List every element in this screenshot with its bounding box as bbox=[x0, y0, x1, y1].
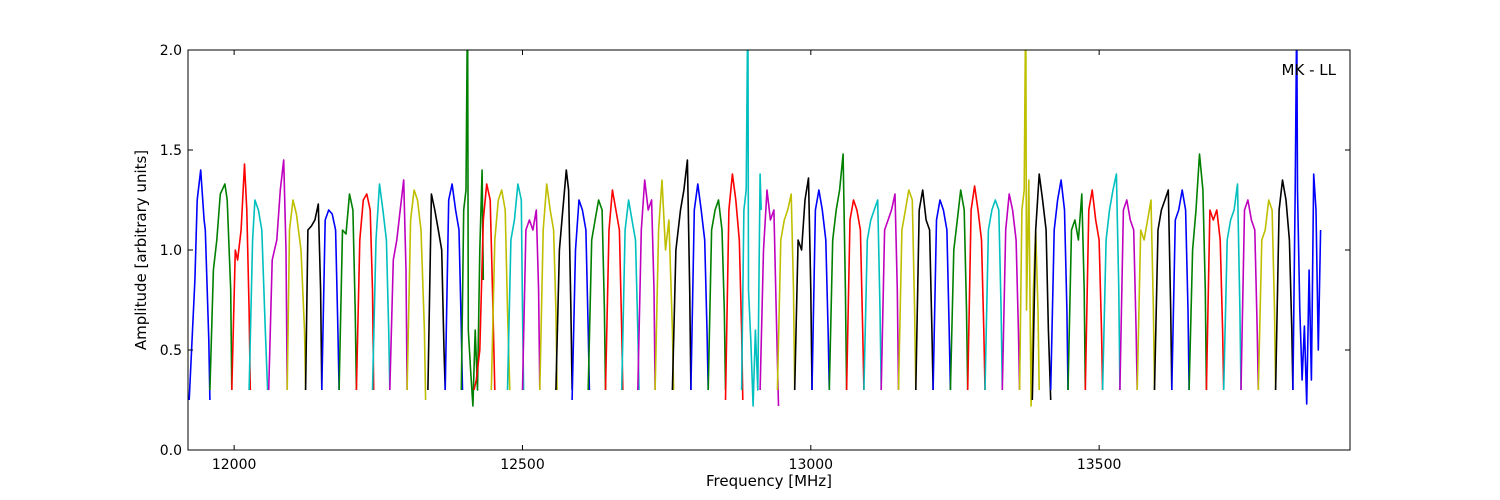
series-line-39 bbox=[863, 199, 882, 391]
x-axis: 12000 12500 13000 13500 bbox=[212, 50, 1122, 473]
y-tick-label: 1.0 bbox=[160, 243, 182, 259]
y-tick-label: 2.0 bbox=[160, 43, 182, 59]
series-line-51 bbox=[1067, 193, 1087, 391]
series-line-28 bbox=[671, 159, 692, 391]
series-line-56 bbox=[1153, 189, 1173, 391]
series-line-20 bbox=[539, 183, 558, 391]
series-line-11 bbox=[389, 179, 408, 391]
series-line-16 bbox=[473, 183, 496, 391]
series-line-33 bbox=[759, 189, 780, 407]
series-line-47 bbox=[1001, 193, 1021, 391]
series-line-54 bbox=[1119, 199, 1138, 391]
series-line-26 bbox=[637, 179, 656, 391]
series-line-35 bbox=[793, 177, 813, 391]
series-line-57 bbox=[1171, 189, 1190, 391]
plot-background bbox=[188, 50, 1350, 450]
series-line-45 bbox=[966, 185, 986, 391]
x-tick-label: 13000 bbox=[789, 457, 834, 473]
y-tick-label: 0.5 bbox=[160, 343, 182, 359]
series-line-21 bbox=[555, 169, 573, 391]
series-line-32 bbox=[740, 50, 762, 407]
series-line-27 bbox=[654, 179, 675, 391]
y-tick-label: 0.0 bbox=[160, 443, 182, 459]
series-line-52 bbox=[1084, 189, 1104, 391]
series-line-64 bbox=[1292, 50, 1322, 405]
series-line-37 bbox=[828, 153, 848, 391]
series-line-7 bbox=[321, 209, 340, 391]
series-line-62 bbox=[1257, 199, 1277, 391]
series-line-9 bbox=[355, 193, 375, 391]
series-line-61 bbox=[1240, 199, 1260, 391]
series-layer bbox=[188, 50, 1322, 407]
y-tick-label: 1.5 bbox=[160, 143, 182, 159]
series-line-60 bbox=[1222, 183, 1242, 391]
series-line-1 bbox=[209, 183, 233, 391]
series-line-58 bbox=[1188, 153, 1208, 391]
series-line-13 bbox=[427, 193, 446, 391]
x-tick-label: 13500 bbox=[1077, 457, 1122, 473]
series-line-43 bbox=[932, 199, 952, 391]
series-line-46 bbox=[984, 199, 1004, 391]
series-line-24 bbox=[604, 189, 624, 391]
series-line-55 bbox=[1136, 199, 1156, 391]
series-line-23 bbox=[587, 199, 607, 391]
series-line-18 bbox=[506, 183, 525, 391]
series-line-63 bbox=[1274, 179, 1294, 391]
series-line-17 bbox=[490, 189, 511, 391]
series-line-2 bbox=[231, 163, 252, 391]
series-line-19 bbox=[521, 209, 541, 391]
series-line-34 bbox=[776, 193, 796, 391]
x-tick-label: 12500 bbox=[500, 457, 545, 473]
series-line-59 bbox=[1205, 209, 1225, 391]
series-line-5 bbox=[286, 199, 307, 391]
series-line-40 bbox=[880, 193, 900, 391]
series-line-49 bbox=[1031, 173, 1052, 401]
series-line-3 bbox=[248, 199, 269, 391]
series-line-41 bbox=[897, 189, 917, 391]
series-line-0 bbox=[188, 169, 211, 401]
series-line-25 bbox=[620, 199, 640, 391]
y-axis-title: Amplitude [arbitrary units] bbox=[132, 150, 150, 350]
series-line-44 bbox=[949, 189, 969, 391]
series-line-6 bbox=[304, 203, 323, 391]
series-line-4 bbox=[267, 159, 288, 391]
series-line-50 bbox=[1049, 179, 1069, 391]
y-axis: 0.0 0.5 1.0 1.5 2.0 bbox=[160, 43, 1350, 459]
series-line-38 bbox=[845, 199, 865, 391]
series-line-12 bbox=[406, 189, 427, 401]
series-line-30 bbox=[707, 199, 727, 391]
series-line-36 bbox=[811, 189, 831, 391]
x-axis-title: Frequency [MHz] bbox=[706, 472, 832, 490]
series-line-29 bbox=[690, 183, 709, 391]
series-line-8 bbox=[338, 193, 358, 391]
chart-annotation: MK - LL bbox=[1282, 61, 1337, 79]
series-line-22 bbox=[571, 199, 591, 401]
series-line-15 bbox=[460, 50, 485, 407]
x-tick-label: 12000 bbox=[212, 457, 257, 473]
series-line-53 bbox=[1101, 173, 1121, 391]
series-line-10 bbox=[371, 183, 391, 391]
series-line-42 bbox=[915, 189, 934, 391]
